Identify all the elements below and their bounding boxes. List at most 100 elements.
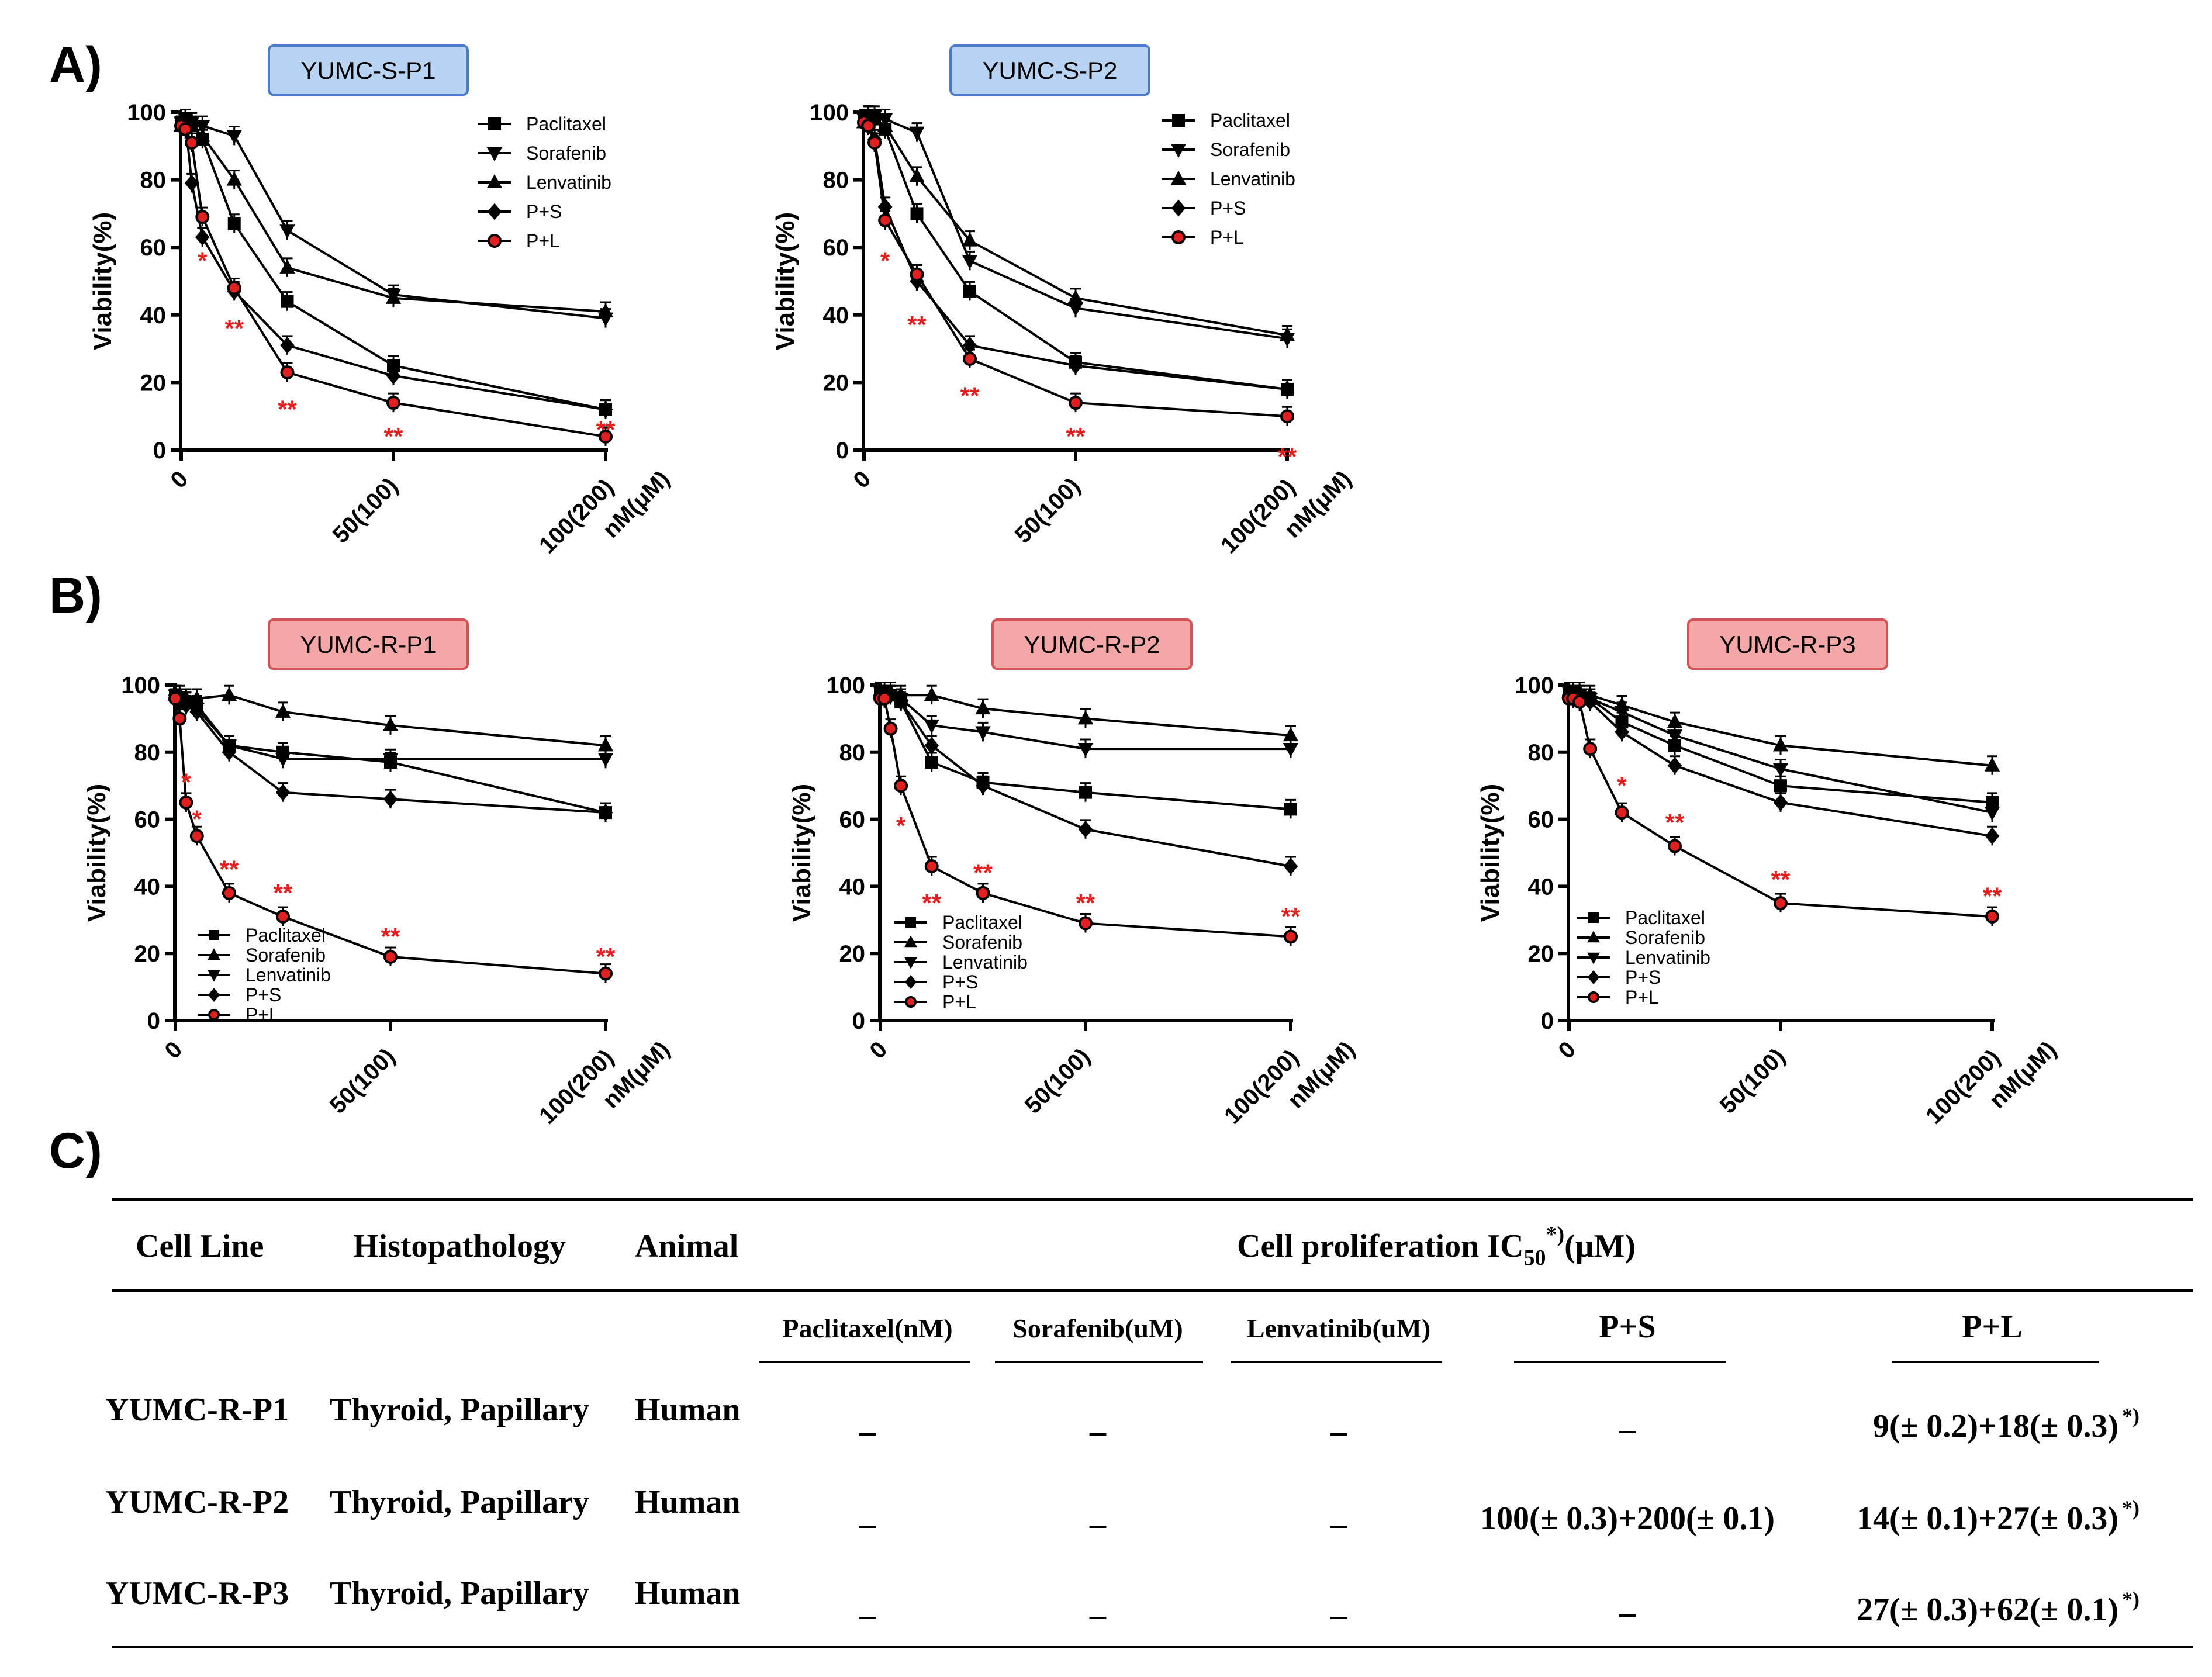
y-tick-label: 0 bbox=[836, 438, 849, 464]
data-point bbox=[1583, 742, 1598, 756]
lenvatinib-value: _ bbox=[1330, 1495, 1347, 1531]
significance-marker: ** bbox=[596, 943, 616, 970]
legend-item-p-l: P+L bbox=[198, 1004, 279, 1025]
data-point bbox=[1284, 929, 1298, 944]
data-point bbox=[189, 703, 205, 721]
legend-item-lenvatinib: Lenvatinib bbox=[894, 952, 1028, 973]
histopathology-value: Thyroid, Papillary bbox=[330, 1484, 589, 1520]
x-tick-label: 0 bbox=[160, 1036, 188, 1064]
paclitaxel-value: _ bbox=[859, 1495, 876, 1531]
y-tick-label: 20 bbox=[1528, 941, 1554, 967]
data-point bbox=[1283, 857, 1298, 875]
data-point bbox=[276, 910, 290, 924]
data-point bbox=[962, 255, 978, 269]
pl-value-text: 9(± 0.2)+18(± 0.3) bbox=[1873, 1408, 2118, 1444]
data-point bbox=[382, 753, 399, 767]
animal-value: Human bbox=[635, 1484, 741, 1520]
pl-value-text: 27(± 0.3)+62(± 0.1) bbox=[1857, 1592, 2118, 1628]
data-point bbox=[924, 719, 939, 734]
subheader-ps: P+S bbox=[1599, 1309, 1655, 1345]
legend-item-p-s: P+S bbox=[198, 984, 281, 1005]
table-row: YUMC-R-P2 Thyroid, Papillary Human _ _ _ 100(±… bbox=[105, 1484, 2140, 1537]
significance-marker: ** bbox=[381, 923, 400, 950]
legend-marker bbox=[1588, 991, 1599, 1003]
table-row: YUMC-R-P3 Thyroid, Papillary Human _ _ _ _ 27(±… bbox=[105, 1575, 2140, 1628]
cell-line-name: YUMC-R-P3 bbox=[105, 1575, 289, 1612]
significance-marker: ** bbox=[278, 396, 297, 423]
y-tick-label: 40 bbox=[140, 303, 167, 329]
legend-item-lenvatinib: Lenvatinib bbox=[1577, 947, 1710, 968]
y-axis-label: Viability(%) bbox=[88, 212, 117, 350]
legend-item-paclitaxel: Paclitaxel bbox=[478, 113, 606, 134]
data-point bbox=[1077, 710, 1094, 725]
legend-item-paclitaxel: Paclitaxel bbox=[1162, 110, 1290, 131]
data-point bbox=[1284, 803, 1297, 816]
significance-marker: ** bbox=[596, 416, 616, 443]
significance-marker: * bbox=[1617, 772, 1627, 799]
legend-marker bbox=[488, 234, 502, 248]
data-point bbox=[877, 117, 893, 132]
ps-value: 100(± 0.3)+200(± 0.1) bbox=[1480, 1500, 1775, 1537]
y-axis-label: Viability(%) bbox=[787, 784, 816, 922]
legend-label: P+L bbox=[246, 1004, 279, 1025]
y-tick-label: 0 bbox=[1541, 1008, 1554, 1034]
legend-label: Paclitaxel bbox=[942, 912, 1022, 933]
x-tick-label: 0 bbox=[166, 466, 193, 493]
series-p-l bbox=[873, 688, 1298, 946]
legend-label: Lenvatinib bbox=[1210, 168, 1295, 189]
x-tick-label: nM(μM) bbox=[1283, 1036, 1360, 1114]
legend-label: P+L bbox=[526, 230, 560, 251]
legend-item-sorafenib: Sorafenib bbox=[478, 143, 606, 164]
chart-title-box bbox=[1687, 618, 1888, 670]
chart-title-box bbox=[991, 618, 1193, 670]
legend-label: P+L bbox=[1210, 227, 1244, 248]
legend-label: Paclitaxel bbox=[1625, 907, 1705, 928]
data-point bbox=[1280, 409, 1294, 424]
data-point bbox=[382, 717, 399, 731]
data-point bbox=[1079, 786, 1092, 799]
panel-label-a: A) bbox=[49, 37, 102, 93]
panel-label-b: B) bbox=[49, 568, 102, 624]
legend-item-p-s: P+S bbox=[1577, 967, 1661, 988]
data-point bbox=[383, 790, 398, 808]
y-tick-label: 60 bbox=[140, 235, 167, 261]
data-point bbox=[385, 289, 402, 304]
legend-marker bbox=[905, 917, 916, 928]
pl-value: 27(± 0.3)+62(± 0.1) *) bbox=[1857, 1588, 2140, 1628]
legend-item-p-l: P+L bbox=[1577, 987, 1659, 1008]
pl-value-sup: *) bbox=[2122, 1496, 2140, 1520]
legend-item-paclitaxel: Paclitaxel bbox=[198, 925, 326, 946]
data-point bbox=[598, 401, 613, 419]
chart-title-box bbox=[268, 618, 469, 670]
ps-value: _ bbox=[1619, 1400, 1636, 1436]
y-tick-label: 60 bbox=[134, 807, 161, 833]
x-tick-label: nM(μM) bbox=[1280, 466, 1357, 543]
y-tick-label: 0 bbox=[852, 1008, 865, 1034]
chart-title-box bbox=[949, 44, 1150, 96]
chart-yumc-s-p2: YUMC-S-P2 0 20 40 60 80 100 Viability(%) 0 50(100… bbox=[771, 44, 1357, 559]
data-point bbox=[275, 753, 291, 767]
animal-value: Human bbox=[635, 1575, 741, 1612]
data-point bbox=[867, 136, 882, 150]
legend-label: P+S bbox=[526, 201, 562, 222]
legend-marker bbox=[208, 948, 220, 960]
legend-marker bbox=[487, 203, 502, 220]
series-p-l bbox=[857, 112, 1294, 426]
significance-marker: ** bbox=[224, 314, 244, 342]
legend-marker bbox=[208, 1009, 220, 1021]
data-point bbox=[221, 687, 237, 701]
panel-label-c: C) bbox=[49, 1123, 102, 1179]
y-tick-label: 60 bbox=[839, 807, 866, 833]
legend-label: Lenvatinib bbox=[1625, 947, 1710, 968]
x-tick-label: 50(100) bbox=[1010, 473, 1086, 548]
significance-marker: ** bbox=[1983, 883, 2002, 910]
data-point bbox=[599, 429, 613, 444]
significance-marker: ** bbox=[220, 856, 239, 883]
header-group-sub: 50 bbox=[1523, 1246, 1546, 1270]
chart-title: YUMC-S-P2 bbox=[982, 57, 1117, 84]
data-point bbox=[878, 213, 893, 227]
series-p-l bbox=[1562, 688, 1999, 926]
series-sorafenib bbox=[872, 681, 1299, 745]
legend-marker bbox=[1587, 952, 1600, 964]
